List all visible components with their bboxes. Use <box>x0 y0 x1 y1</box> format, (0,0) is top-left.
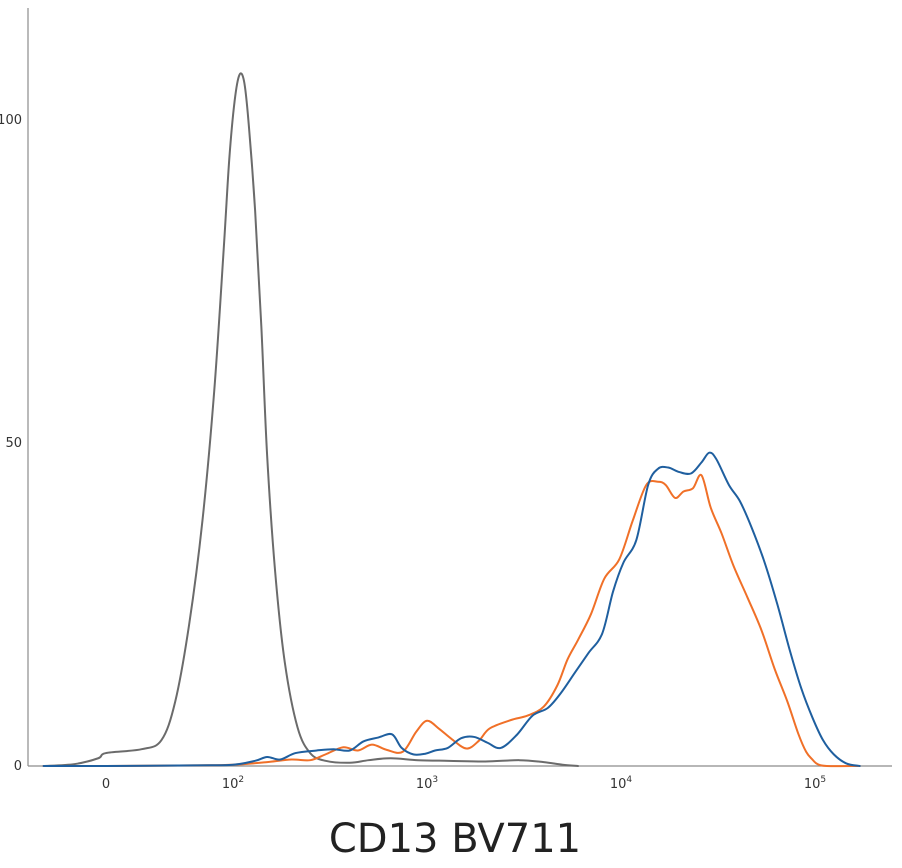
x-tick-label: 103 <box>416 775 438 792</box>
x-tick-label: 105 <box>804 775 826 792</box>
y-tick-label-0: 0 <box>14 759 22 774</box>
x-tick-label: 0 <box>102 777 110 792</box>
y-tick-label-100: 100 <box>0 113 22 128</box>
x-tick-label: 104 <box>610 775 633 792</box>
y-tick-label-50: 50 <box>5 436 22 451</box>
x-tick-label: 102 <box>222 775 244 792</box>
x-tick-labels: 0 102 103 104 105 <box>102 775 826 792</box>
series-layer <box>42 72 861 768</box>
series-line-2 <box>42 473 861 768</box>
series-line-1 <box>42 72 579 767</box>
x-axis-title: CD13 BV711 <box>329 816 581 862</box>
y-tick-labels: 0 50 100 <box>0 113 22 774</box>
series-line-3 <box>42 451 861 768</box>
